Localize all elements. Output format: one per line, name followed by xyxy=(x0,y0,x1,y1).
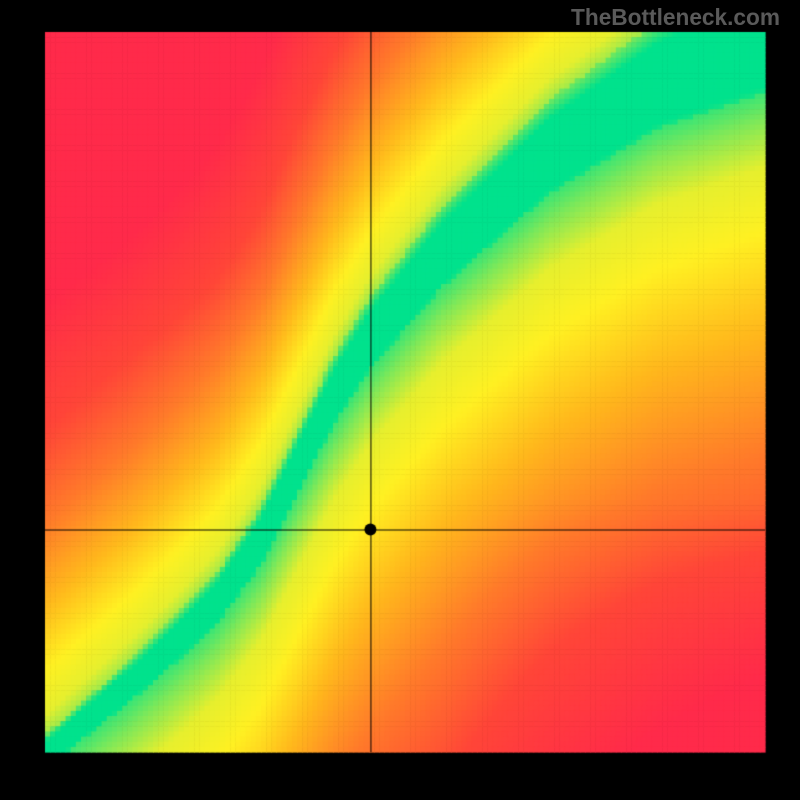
bottleneck-heatmap xyxy=(0,0,800,800)
chart-root: TheBottleneck.com xyxy=(0,0,800,800)
watermark-text: TheBottleneck.com xyxy=(571,4,780,31)
